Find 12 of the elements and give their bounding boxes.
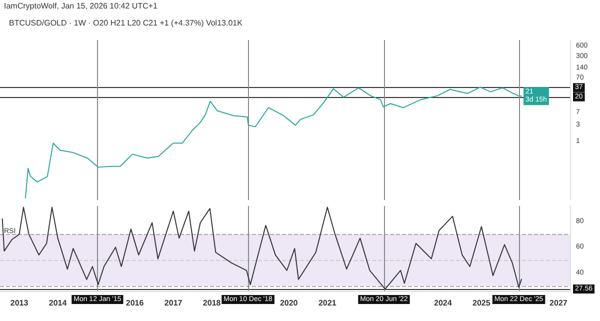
- x-tick-label: 2014: [48, 298, 68, 308]
- x-tick-label: 2025: [472, 298, 491, 308]
- x-tick-label: 2021: [318, 298, 337, 308]
- x-tick-label: 2027: [550, 298, 568, 308]
- chart-title: BTCUSD/GOLD · 1W · O20 H21 L20 C21 +1 (+4.37%) Vol13.01K: [9, 18, 244, 28]
- x-tick-label: 2024: [434, 298, 452, 308]
- x-tick-label: 2018: [202, 298, 222, 308]
- x-tick-label: 2020: [280, 298, 298, 308]
- x-tick-label: 2017: [164, 298, 183, 308]
- x-tick-label: 2013: [10, 298, 29, 308]
- text: IamCryptoWolf, Jan 15, 2026 10:42 UTC+1: [4, 2, 158, 10]
- x-tick-label: 2016: [126, 298, 144, 308]
